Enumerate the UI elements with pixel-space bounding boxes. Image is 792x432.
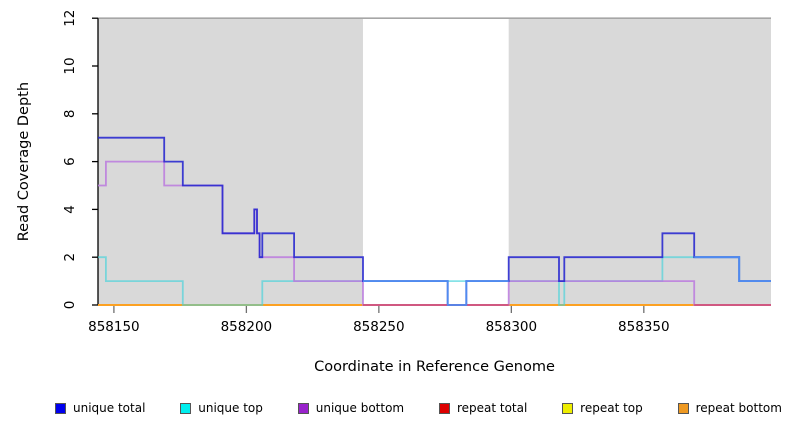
- y-tick-label: 0: [62, 301, 78, 310]
- legend-label: unique total: [73, 401, 146, 415]
- x-tick-label: 858300: [486, 319, 538, 335]
- legend-swatch-icon: [677, 402, 689, 414]
- x-tick-label: 858250: [353, 319, 405, 335]
- x-tick-label: 858150: [88, 319, 140, 335]
- legend-label: repeat top: [580, 401, 643, 415]
- legend-label: repeat total: [456, 401, 528, 415]
- y-tick-label: 6: [62, 157, 78, 166]
- legend-item-unique-total: unique total: [55, 401, 145, 415]
- x-tick-label: 858350: [618, 319, 670, 335]
- legend-item-unique-bottom: unique bottom: [297, 401, 405, 415]
- total-top-overlap-1: [694, 256, 771, 283]
- x-axis-title: Coordinate in Reference Genome: [314, 359, 555, 375]
- legend-swatch-icon: [438, 402, 450, 414]
- legend-label: repeat bottom: [695, 401, 782, 415]
- legend-item-repeat-top: repeat top: [562, 401, 643, 415]
- shaded-region-1: [508, 18, 771, 306]
- series-line-unique-total: [98, 136, 771, 306]
- legend-swatch-icon: [180, 402, 192, 414]
- legend-item-unique-top: unique top: [180, 401, 263, 415]
- legend-swatch-icon: [562, 402, 574, 414]
- legend-item-repeat-bottom: repeat bottom: [677, 401, 782, 415]
- y-axis-title: Read Coverage Depth: [16, 82, 32, 241]
- legend-swatch-icon: [297, 402, 309, 414]
- legend: unique total unique top unique bottom repea…: [55, 401, 782, 415]
- plot-area: 0 2 4 6 8 10 12 858150 858200 858250 858300 858350 R…: [16, 10, 771, 335]
- legend-label: unique bottom: [315, 401, 405, 415]
- x-tick-label: 858200: [221, 319, 273, 335]
- y-tick-label: 4: [62, 205, 78, 214]
- legend-swatch-icon: [55, 402, 66, 414]
- total-top-overlap-0: [363, 280, 509, 306]
- y-tick-label: 12: [62, 10, 78, 27]
- y-tick-label: 8: [62, 110, 78, 119]
- legend-item-repeat-total: repeat total: [438, 401, 528, 415]
- y-tick-label: 2: [62, 253, 78, 262]
- y-tick-label: 10: [62, 57, 78, 74]
- legend-label: unique top: [198, 401, 263, 415]
